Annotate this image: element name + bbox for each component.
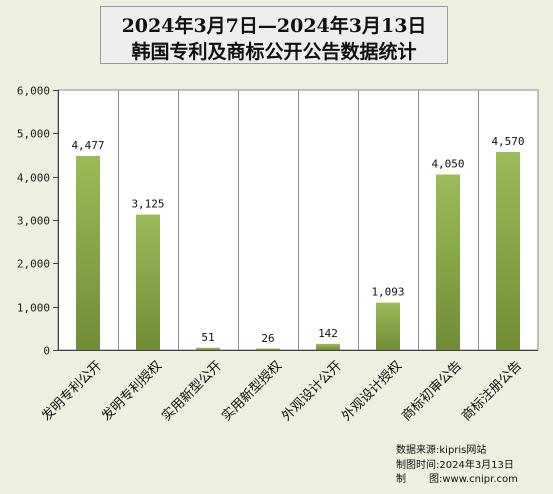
bar <box>436 174 460 350</box>
bar <box>496 151 520 350</box>
y-tick-label: 4,000 <box>17 172 50 185</box>
footer-source-row: 数据来源:kipris网站 <box>396 444 546 459</box>
x-tick-label: 外观设计公开 <box>279 358 345 424</box>
y-tick-label: 0 <box>43 345 50 358</box>
chart-footer: 数据来源:kipris网站 制图时间:2024年3月13日 制 图:www.cni… <box>396 444 546 488</box>
bar-value-label: 3,125 <box>131 198 164 211</box>
bar-value-label: 1,093 <box>371 286 404 299</box>
bar <box>76 155 100 350</box>
bar-value-label: 26 <box>261 332 274 345</box>
x-tick-label: 实用新型授权 <box>219 358 285 424</box>
bar <box>316 343 340 350</box>
footer-author-row: 制 图:www.cnipr.com <box>396 473 546 488</box>
footer-author-label-a: 制 <box>396 474 406 485</box>
footer-date-row: 制图时间:2024年3月13日 <box>396 459 546 474</box>
x-tick-label: 实用新型公开 <box>159 358 225 424</box>
y-tick-label: 3,000 <box>17 215 50 228</box>
footer-date-value: 2024年3月13日 <box>439 459 514 471</box>
bar <box>196 347 220 350</box>
chart-title-box: 2024年3月7日—2024年3月13日 韩国专利及商标公开公告数据统计 <box>100 6 448 64</box>
x-tick-label: 发明专利授权 <box>99 358 165 424</box>
y-tick-label: 2,000 <box>17 258 50 271</box>
x-tick-label: 商标注册公告 <box>459 358 525 424</box>
footer-author-label-b: 图: <box>429 474 443 485</box>
bar-value-label: 51 <box>201 331 214 344</box>
chart-title-line1: 2024年3月7日—2024年3月13日 <box>121 15 427 37</box>
bar-value-label: 4,050 <box>431 158 464 171</box>
bar <box>376 302 400 350</box>
chart-title-line2: 韩国专利及商标公开公告数据统计 <box>131 41 417 63</box>
bar <box>256 348 280 350</box>
bar-value-label: 4,570 <box>491 135 524 148</box>
y-tick-label: 5,000 <box>17 128 50 141</box>
footer-date-label: 制图时间: <box>396 459 440 471</box>
x-tick-label: 商标初审公告 <box>399 358 465 424</box>
y-tick-label: 1,000 <box>17 302 50 315</box>
bar-value-label: 4,477 <box>71 139 104 152</box>
bar <box>136 214 160 350</box>
footer-source-value: kipris网站 <box>439 445 487 456</box>
y-tick-label: 6,000 <box>17 85 50 98</box>
x-tick-label: 外观设计授权 <box>339 358 405 424</box>
footer-source-label: 数据来源: <box>396 445 440 456</box>
bar-value-label: 142 <box>318 327 338 340</box>
footer-author-value: www.cnipr.com <box>442 474 518 485</box>
x-tick-label: 发明专利公开 <box>39 358 105 424</box>
